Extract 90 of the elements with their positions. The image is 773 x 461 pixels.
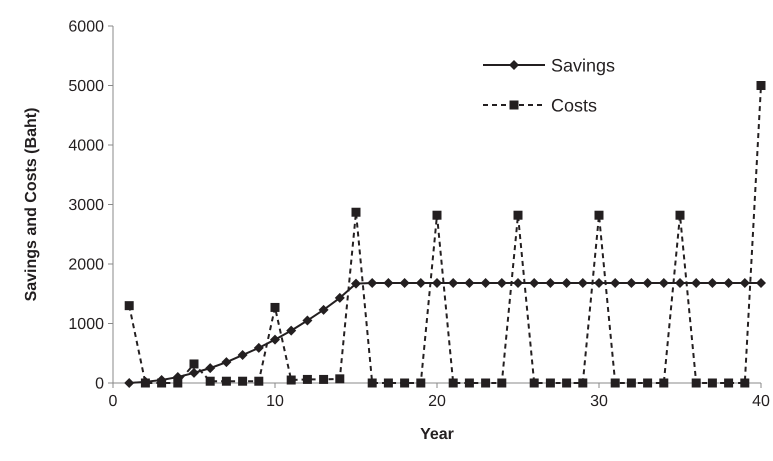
point bbox=[562, 378, 572, 388]
x-tick-label: 20 bbox=[428, 393, 446, 410]
point bbox=[594, 278, 604, 288]
point bbox=[400, 278, 410, 288]
point bbox=[351, 278, 361, 289]
point bbox=[124, 378, 134, 388]
point bbox=[302, 316, 312, 326]
point bbox=[464, 378, 474, 388]
point bbox=[124, 301, 134, 310]
point bbox=[626, 378, 636, 388]
point bbox=[335, 374, 344, 384]
point bbox=[659, 378, 668, 388]
point bbox=[530, 378, 539, 388]
point bbox=[578, 378, 588, 388]
x-tick-label: 10 bbox=[266, 393, 284, 410]
point bbox=[578, 278, 588, 288]
point bbox=[708, 378, 717, 388]
point bbox=[254, 342, 264, 353]
point bbox=[384, 378, 393, 388]
y-tick-label: 5000 bbox=[68, 78, 104, 96]
point bbox=[546, 378, 555, 388]
point bbox=[676, 210, 684, 220]
point bbox=[740, 378, 750, 388]
point bbox=[529, 278, 540, 288]
point bbox=[562, 278, 572, 288]
point bbox=[270, 302, 280, 312]
point bbox=[513, 278, 523, 288]
point bbox=[383, 278, 394, 288]
point bbox=[205, 363, 216, 374]
point bbox=[626, 278, 636, 288]
point bbox=[222, 376, 231, 386]
point bbox=[740, 278, 750, 288]
point bbox=[756, 81, 766, 90]
y-tick-label: 3000 bbox=[68, 197, 104, 214]
point bbox=[724, 278, 734, 288]
point bbox=[675, 278, 685, 288]
point bbox=[334, 292, 345, 303]
point bbox=[286, 376, 296, 385]
point bbox=[642, 278, 653, 288]
point bbox=[691, 278, 702, 288]
point bbox=[692, 378, 701, 388]
point bbox=[448, 278, 458, 288]
point bbox=[318, 304, 329, 315]
point bbox=[610, 378, 620, 388]
point bbox=[286, 326, 296, 336]
point bbox=[594, 210, 604, 220]
point bbox=[496, 278, 507, 288]
point bbox=[302, 374, 312, 384]
point bbox=[189, 368, 199, 378]
y-tick-label: 1000 bbox=[68, 316, 104, 334]
point bbox=[658, 278, 669, 288]
legend-label: Savings bbox=[551, 55, 616, 76]
x-axis-title: Year bbox=[420, 426, 454, 443]
point bbox=[270, 334, 280, 345]
point bbox=[368, 378, 377, 388]
point bbox=[416, 378, 426, 388]
x-tick-label: 0 bbox=[108, 393, 118, 410]
point bbox=[464, 278, 474, 288]
point bbox=[545, 278, 556, 288]
point bbox=[238, 376, 248, 386]
point bbox=[319, 374, 328, 384]
point bbox=[448, 378, 458, 388]
point bbox=[254, 376, 264, 386]
y-tick-label: 4000 bbox=[68, 138, 104, 155]
y-tick-label: 0 bbox=[95, 376, 104, 393]
point bbox=[724, 378, 734, 388]
point bbox=[497, 378, 506, 388]
point bbox=[221, 357, 232, 368]
x-tick-label: 40 bbox=[752, 393, 770, 410]
point bbox=[416, 278, 426, 288]
point bbox=[643, 378, 652, 388]
y-axis-title: Savings and Costs (Baht) bbox=[23, 108, 40, 302]
y-tick-label: 2000 bbox=[68, 256, 104, 274]
point bbox=[610, 278, 620, 288]
point bbox=[238, 350, 248, 360]
point bbox=[352, 208, 360, 217]
y-tick-label: 6000 bbox=[68, 18, 104, 36]
legend-label: Costs bbox=[551, 95, 598, 116]
point bbox=[432, 278, 442, 288]
point bbox=[480, 278, 491, 288]
point bbox=[481, 378, 490, 388]
point bbox=[206, 376, 215, 386]
x-tick-label: 30 bbox=[590, 393, 608, 410]
point bbox=[707, 278, 718, 288]
point bbox=[367, 278, 378, 288]
point bbox=[190, 359, 198, 368]
point bbox=[400, 378, 410, 388]
point bbox=[756, 278, 766, 288]
point bbox=[432, 210, 442, 220]
point bbox=[514, 210, 522, 220]
